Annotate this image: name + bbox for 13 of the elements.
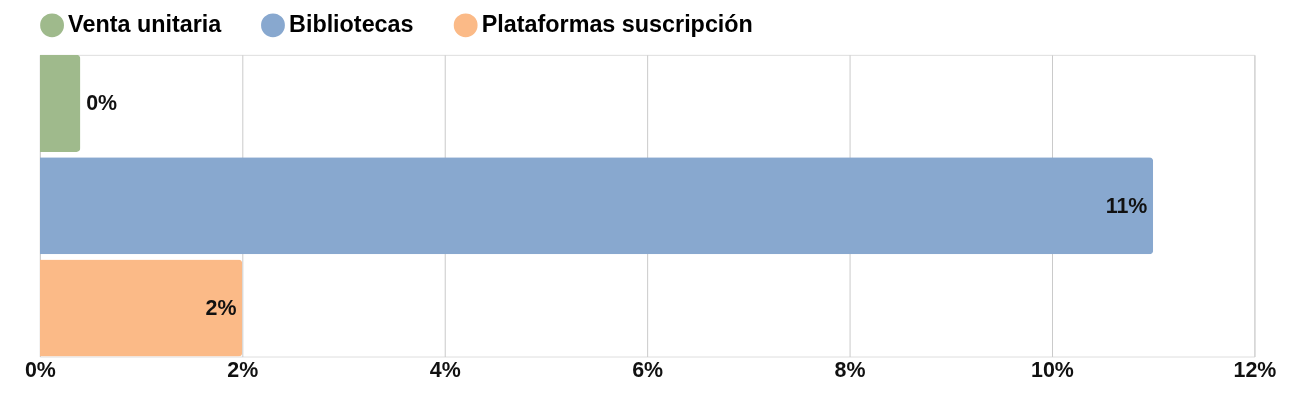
- data-label: 2%: [205, 295, 237, 320]
- x-tick-label: 8%: [834, 358, 866, 383]
- data-label: 0%: [86, 91, 118, 116]
- x-tick-label: 4%: [429, 358, 461, 383]
- x-tick-label: 2%: [227, 358, 259, 383]
- x-tick-label: 10%: [1031, 358, 1074, 383]
- legend-label: Bibliotecas: [289, 11, 414, 38]
- legend-label: Plataformas suscripción: [481, 11, 753, 38]
- x-tick-label: 12%: [1233, 358, 1277, 383]
- x-tick-label: 0%: [24, 358, 56, 383]
- data-label: 11%: [1105, 193, 1148, 218]
- legend-label: Venta unitaria: [68, 11, 223, 38]
- x-tick-label: 6%: [632, 358, 664, 383]
